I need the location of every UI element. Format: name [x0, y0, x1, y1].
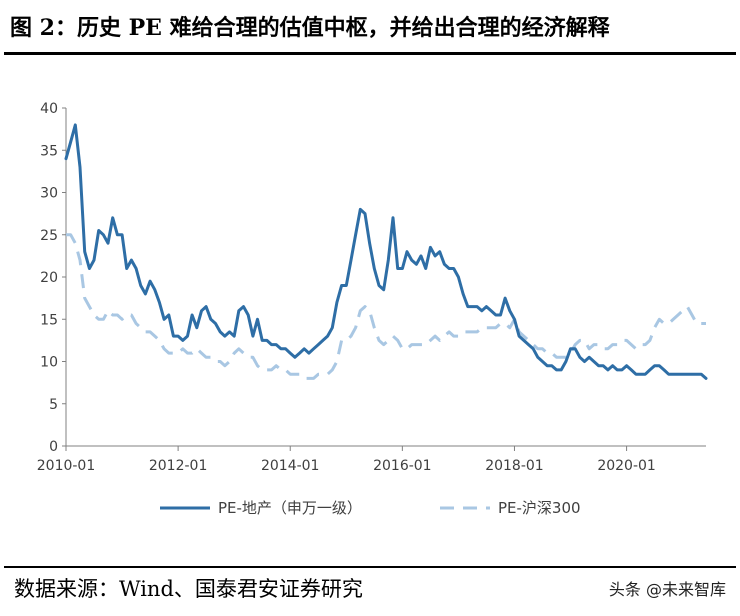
x-tick-label: 2016-01 — [373, 458, 432, 474]
y-tick-label: 5 — [49, 397, 58, 413]
y-tick-label: 10 — [40, 355, 58, 371]
x-tick-label: 2020-01 — [597, 458, 656, 474]
x-tick-label: 2018-01 — [485, 458, 544, 474]
y-tick-label: 20 — [40, 270, 58, 286]
series-line-hs300 — [66, 233, 706, 380]
x-tick-label: 2010-01 — [37, 458, 96, 474]
y-tick-label: 35 — [40, 143, 58, 159]
y-tick-label: 30 — [40, 186, 58, 202]
y-tick-label: 15 — [40, 312, 58, 328]
x-tick-label: 2014-01 — [261, 458, 320, 474]
legend-label: PE-沪深300 — [498, 499, 581, 517]
source-rule — [4, 566, 736, 568]
chart-axes: 0 5 10 15 20 25 30 35 40 2010-01 2012-01 2014-01 201… — [37, 101, 706, 474]
legend-item-hs300: PE-沪深300 — [440, 499, 581, 517]
y-tick-label: 25 — [40, 228, 58, 244]
source-note: 数据来源：Wind、国泰君安证券研究 — [14, 577, 363, 601]
legend-label: PE-地产（申万一级） — [218, 499, 362, 517]
figure-title: 图 2：历史 PE 难给合理的估值中枢，并给出合理的经济解释 — [10, 15, 610, 41]
legend-item-property: PE-地产（申万一级） — [160, 499, 362, 517]
chart-legend: PE-地产（申万一级） PE-沪深300 — [160, 499, 581, 517]
title-rule — [4, 52, 736, 55]
line-chart: 0 5 10 15 20 25 30 35 40 2010-01 2012-01 2014-01 201… — [37, 101, 708, 517]
series-line-property — [64, 123, 708, 380]
y-tick-label: 0 — [49, 439, 58, 455]
watermark: 头条 @未来智库 — [608, 580, 726, 599]
x-tick-label: 2012-01 — [149, 458, 208, 474]
y-tick-label: 40 — [40, 101, 58, 117]
chart-series — [64, 123, 708, 380]
